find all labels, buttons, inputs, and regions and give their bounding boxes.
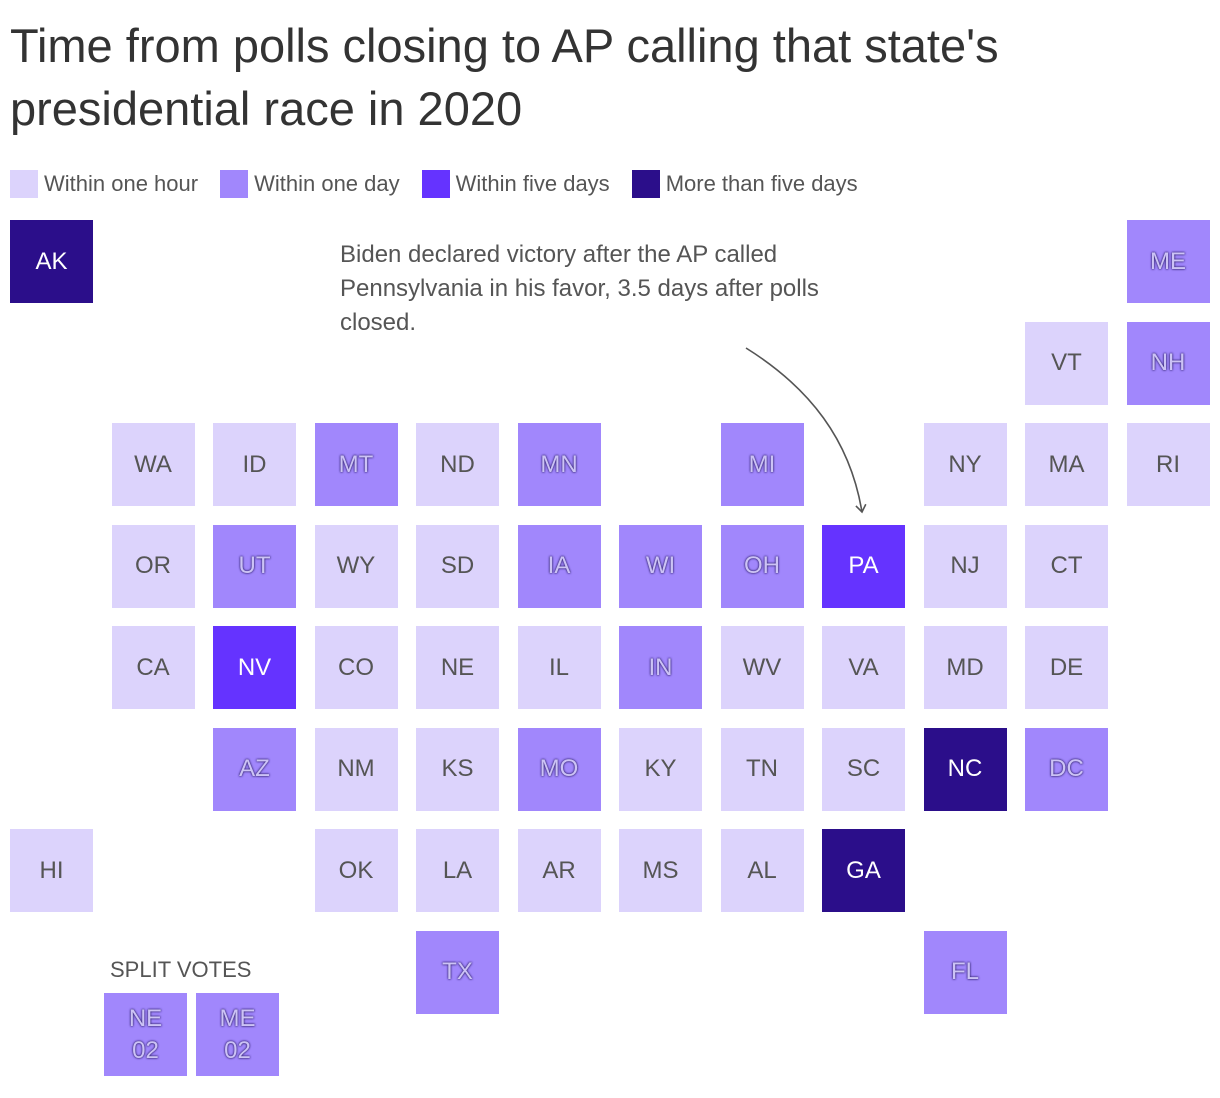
state-tile-ak: AK	[10, 220, 93, 303]
state-tile-az: AZ	[213, 727, 296, 811]
state-tile-ky: KY	[619, 727, 702, 811]
legend-swatch	[220, 170, 249, 198]
legend-item-within-one-day: Within one day	[220, 170, 400, 198]
state-tile-mn: MN	[517, 423, 601, 506]
state-tile-nj: NJ	[923, 524, 1007, 608]
state-tile-wi: WI	[619, 524, 702, 608]
legend-item-more-than-five-days: More than five days	[631, 170, 858, 198]
legend-label: More than five days	[665, 171, 858, 196]
state-tile-al: AL	[720, 829, 804, 912]
state-tile-dc: DC	[1025, 727, 1108, 811]
state-tile-nd: ND	[416, 423, 499, 506]
legend-item-within-five-days: Within five days	[421, 170, 610, 198]
state-tile-ct: CT	[1025, 524, 1108, 608]
state-tile-mt: MT	[314, 423, 398, 506]
legend-item-within-one-hour: Within one hour	[10, 170, 198, 198]
state-tile-il: IL	[517, 626, 601, 709]
state-tile-hi: HI	[10, 829, 93, 912]
state-tile-ga: GA	[822, 829, 905, 912]
state-tile-ms: MS	[619, 829, 702, 912]
state-tile-in: IN	[619, 626, 702, 709]
split-vote-tile-ne-02: NE 02	[104, 993, 187, 1076]
split-votes-label: SPLIT VOTES	[110, 957, 252, 982]
chart-title: Time from polls closing to AP calling th…	[10, 19, 999, 135]
state-tile-wy: WY	[314, 524, 398, 608]
state-tile-ny: NY	[923, 423, 1007, 506]
state-tile-mo: MO	[517, 727, 601, 811]
legend-label: Within one hour	[44, 171, 199, 196]
state-tile-pa: PA	[822, 524, 905, 608]
state-tile-wv: WV	[720, 626, 804, 709]
state-tile-fl: FL	[923, 930, 1007, 1014]
legend-swatch	[631, 170, 660, 198]
state-tile-nm: NM	[314, 727, 398, 811]
state-tile-la: LA	[416, 829, 499, 912]
state-tile-tn: TN	[720, 727, 804, 811]
pa-annotation: Biden declared victory after the AP call…	[340, 241, 819, 336]
state-tile-ok: OK	[314, 829, 398, 912]
state-tile-wa: WA	[111, 423, 195, 506]
state-tile-ks: KS	[416, 727, 499, 811]
state-tile-oh: OH	[720, 524, 804, 608]
split-vote-tile-me-02: ME 02	[196, 993, 279, 1076]
state-tile-va: VA	[822, 626, 905, 709]
state-tile-tx: TX	[416, 930, 499, 1014]
state-tile-nv: NV	[213, 626, 296, 709]
state-tile-me: ME	[1126, 220, 1210, 303]
state-tile-ma: MA	[1025, 423, 1108, 506]
state-tile-ri: RI	[1126, 423, 1210, 506]
state-tile-de: DE	[1025, 626, 1108, 709]
state-tile-nh: NH	[1126, 321, 1210, 405]
legend-label: Within five days	[455, 171, 610, 196]
state-tile-co: CO	[314, 626, 398, 709]
state-tile-sd: SD	[416, 524, 499, 608]
state-tile-vt: VT	[1025, 321, 1108, 405]
state-tile-id: ID	[213, 423, 296, 506]
legend: Within one hour Within one day Within fi…	[10, 169, 880, 199]
state-tile-ia: IA	[517, 524, 601, 608]
state-tile-mi: MI	[720, 423, 804, 506]
state-tile-md: MD	[923, 626, 1007, 709]
state-tile-ar: AR	[517, 829, 601, 912]
state-tile-ca: CA	[111, 626, 195, 709]
legend-swatch	[421, 170, 450, 198]
state-tile-nc: NC	[923, 727, 1007, 811]
state-tile-ut: UT	[213, 524, 296, 608]
state-tile-sc: SC	[822, 727, 905, 811]
legend-label: Within one day	[254, 171, 400, 196]
legend-swatch	[10, 170, 38, 198]
state-tile-ne: NE	[416, 626, 499, 709]
state-tile-or: OR	[111, 524, 195, 608]
